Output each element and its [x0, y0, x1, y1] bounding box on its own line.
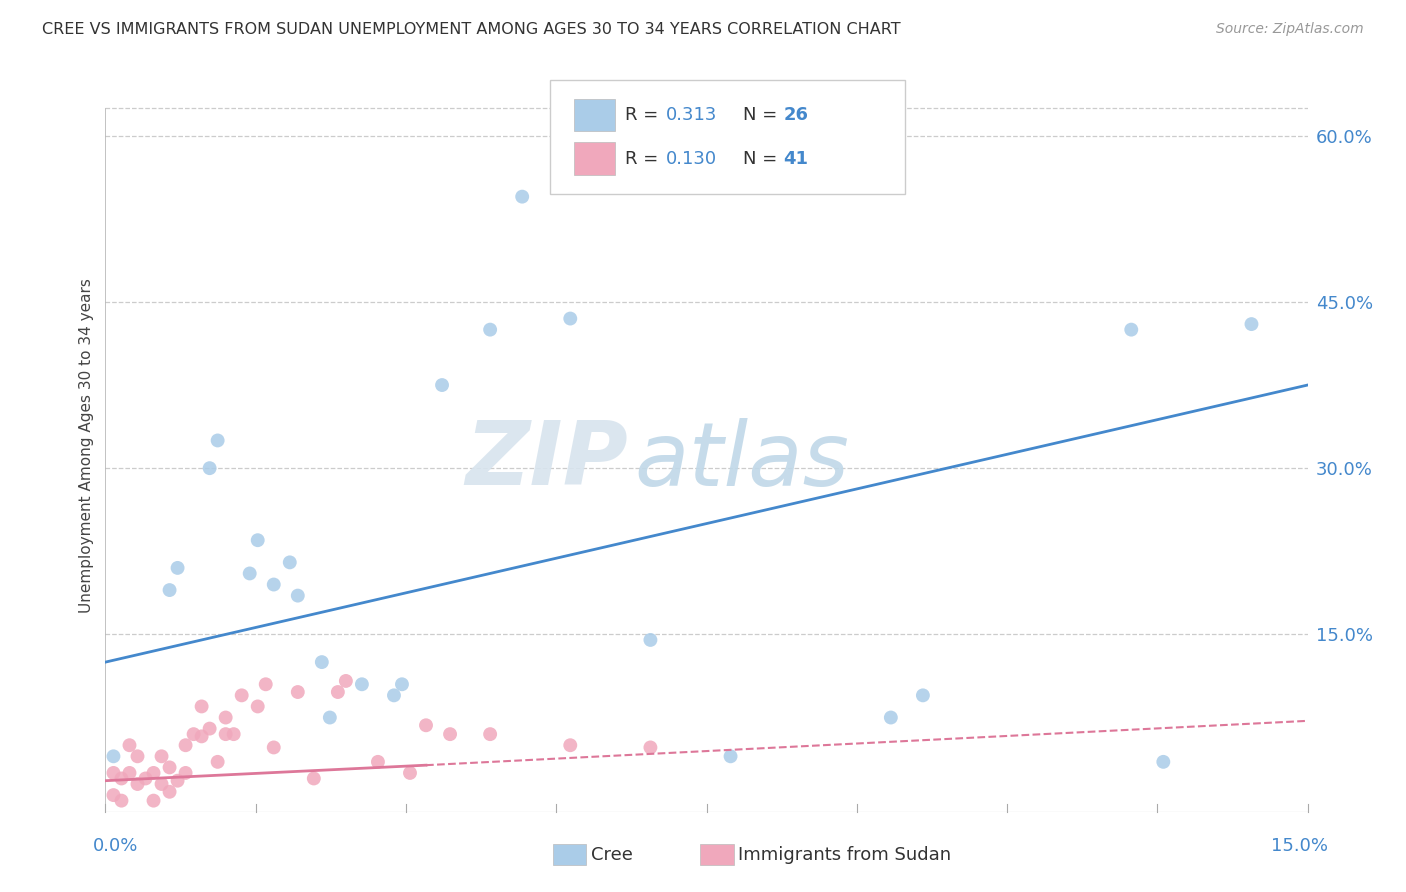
Text: 26: 26 [783, 106, 808, 124]
Text: 41: 41 [783, 150, 808, 168]
Point [278, 555, 301, 569]
Point [246, 699, 269, 714]
Point [1152, 755, 1174, 769]
FancyBboxPatch shape [574, 99, 616, 131]
Point [302, 772, 325, 786]
Text: Cree: Cree [591, 846, 633, 863]
Text: 15.0%: 15.0% [1271, 837, 1327, 855]
Point [399, 766, 422, 780]
Point [350, 677, 373, 691]
Point [415, 718, 437, 732]
Point [560, 738, 582, 752]
Text: R =: R = [624, 106, 664, 124]
Text: N =: N = [742, 150, 783, 168]
Point [207, 755, 229, 769]
Point [1121, 323, 1143, 337]
Point [263, 740, 285, 755]
Point [246, 533, 269, 548]
Point [430, 378, 453, 392]
Y-axis label: Unemployment Among Ages 30 to 34 years: Unemployment Among Ages 30 to 34 years [79, 278, 94, 614]
Text: Immigrants from Sudan: Immigrants from Sudan [738, 846, 952, 863]
Point [159, 583, 181, 598]
Point [1240, 317, 1263, 331]
Point [110, 794, 132, 808]
Point [254, 677, 277, 691]
Point [326, 685, 349, 699]
Point [166, 561, 188, 575]
Point [118, 766, 141, 780]
FancyBboxPatch shape [574, 143, 616, 175]
Point [911, 689, 934, 703]
Point [135, 772, 157, 786]
Point [510, 189, 533, 203]
Point [103, 749, 125, 764]
Point [391, 677, 413, 691]
Text: R =: R = [624, 150, 664, 168]
Point [190, 730, 212, 744]
Point [287, 589, 309, 603]
Point [560, 311, 582, 326]
Point [159, 785, 181, 799]
Point [142, 794, 165, 808]
Point [640, 632, 662, 647]
Point [640, 740, 662, 755]
Point [207, 434, 229, 448]
Text: 0.0%: 0.0% [93, 837, 138, 855]
Point [166, 773, 188, 788]
Point [231, 689, 253, 703]
Point [720, 749, 742, 764]
Point [159, 760, 181, 774]
Point [198, 461, 221, 475]
Point [103, 788, 125, 802]
FancyBboxPatch shape [550, 80, 905, 194]
Point [222, 727, 245, 741]
Text: ZIP: ZIP [465, 417, 628, 504]
Point [311, 655, 333, 669]
Point [214, 710, 236, 724]
Point [287, 685, 309, 699]
Point [319, 710, 342, 724]
Point [214, 727, 236, 741]
Point [263, 577, 285, 591]
Point [183, 727, 205, 741]
Point [479, 727, 502, 741]
Point [335, 673, 357, 688]
Point [174, 738, 197, 752]
Text: N =: N = [742, 106, 783, 124]
Point [382, 689, 405, 703]
Point [142, 766, 165, 780]
Text: 0.130: 0.130 [665, 150, 717, 168]
Point [150, 749, 173, 764]
Point [127, 777, 149, 791]
Point [239, 566, 262, 581]
Point [103, 766, 125, 780]
Text: CREE VS IMMIGRANTS FROM SUDAN UNEMPLOYMENT AMONG AGES 30 TO 34 YEARS CORRELATION: CREE VS IMMIGRANTS FROM SUDAN UNEMPLOYME… [42, 22, 901, 37]
Point [367, 755, 389, 769]
Text: Source: ZipAtlas.com: Source: ZipAtlas.com [1216, 22, 1364, 37]
Point [479, 323, 502, 337]
Point [190, 699, 212, 714]
Point [127, 749, 149, 764]
Text: atlas: atlas [634, 417, 849, 504]
Point [174, 766, 197, 780]
Point [198, 722, 221, 736]
Point [110, 772, 132, 786]
Point [118, 738, 141, 752]
Point [439, 727, 461, 741]
Text: 0.313: 0.313 [665, 106, 717, 124]
Point [150, 777, 173, 791]
Point [880, 710, 903, 724]
